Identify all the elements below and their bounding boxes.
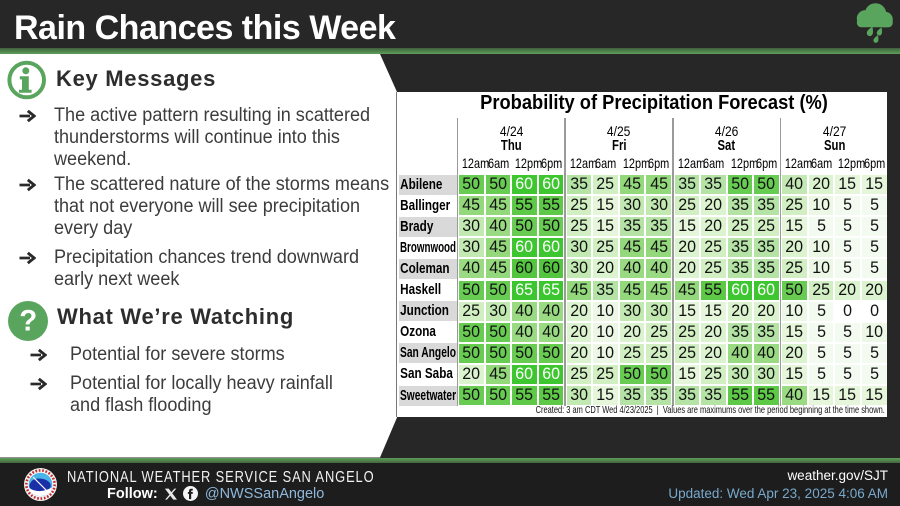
svg-text:?: ? [19,305,37,338]
